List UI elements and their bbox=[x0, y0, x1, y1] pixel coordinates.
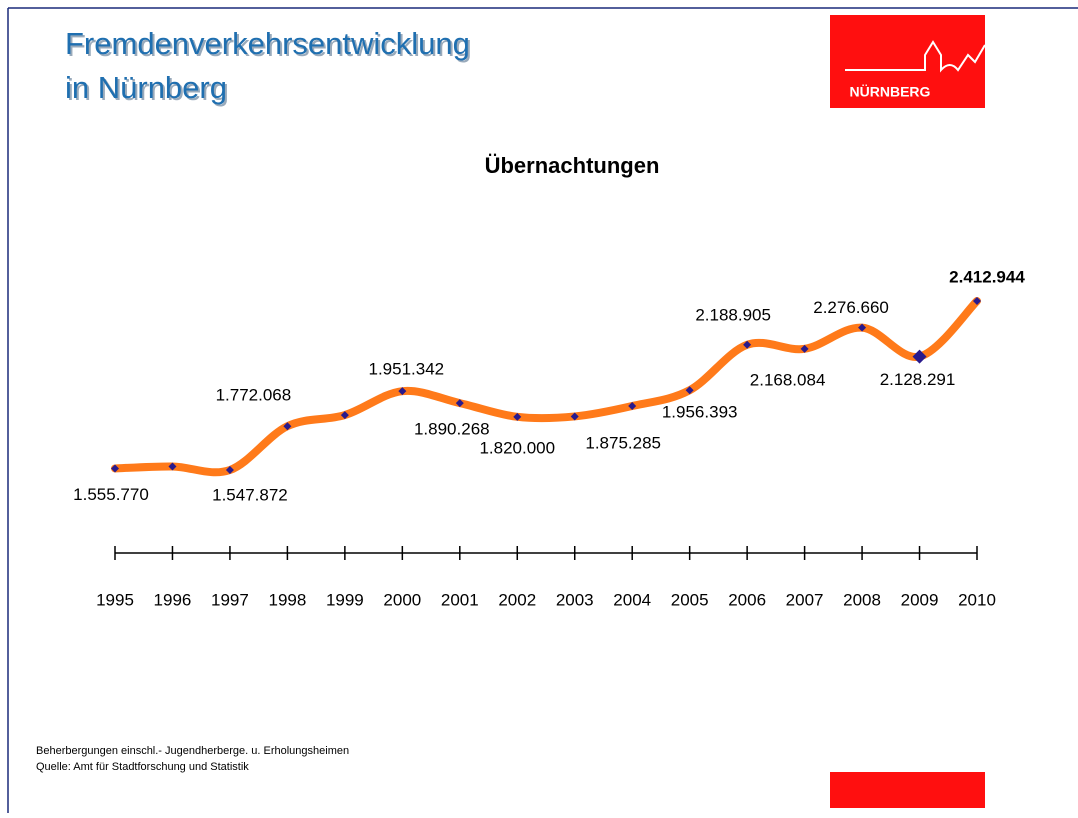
marker bbox=[570, 412, 579, 421]
marker bbox=[398, 387, 407, 396]
x-tick-label: 2008 bbox=[843, 590, 881, 609]
marker bbox=[455, 399, 464, 408]
x-tick-label: 1995 bbox=[96, 590, 134, 609]
marker bbox=[283, 422, 292, 431]
marker bbox=[225, 466, 234, 474]
logo-skyline bbox=[845, 40, 986, 73]
data-label: 2.168.084 bbox=[750, 370, 826, 389]
data-label: 2.128.291 bbox=[880, 370, 956, 389]
marker bbox=[628, 402, 637, 411]
data-label: 1.555.770 bbox=[73, 485, 149, 504]
logo-box bbox=[830, 15, 985, 108]
x-tick-label: 2007 bbox=[786, 590, 824, 609]
marker bbox=[168, 462, 177, 471]
data-label: 1.820.000 bbox=[479, 438, 555, 457]
data-label: 1.956.393 bbox=[662, 403, 738, 422]
marker bbox=[340, 411, 349, 420]
data-label: 2.412.944 bbox=[949, 267, 1025, 286]
marker bbox=[685, 386, 694, 395]
data-label: 1.875.285 bbox=[585, 434, 661, 453]
slide-title: in Nürnberg bbox=[65, 70, 227, 105]
x-tick-label: 1998 bbox=[268, 590, 306, 609]
x-tick-label: 1997 bbox=[211, 590, 249, 609]
data-label: 1.890.268 bbox=[414, 420, 490, 439]
data-label: 1.772.068 bbox=[216, 386, 292, 405]
x-tick-label: 1999 bbox=[326, 590, 364, 609]
footnote: Quelle: Amt für Stadtforschung und Stati… bbox=[36, 761, 249, 773]
title-shadow: Fremdenverkehrsentwicklung in Nürnberg bbox=[67, 28, 472, 107]
marker bbox=[800, 344, 809, 353]
marker bbox=[743, 340, 752, 349]
data-label: 1.547.872 bbox=[212, 485, 288, 504]
x-tick-label: 2010 bbox=[958, 590, 996, 609]
footer-box bbox=[830, 772, 985, 808]
x-tick-label: 2002 bbox=[498, 590, 536, 609]
data-label: 1.951.342 bbox=[369, 360, 445, 379]
x-tick-label: 2009 bbox=[901, 590, 939, 609]
chart-title: Übernachtungen bbox=[485, 153, 660, 178]
line bbox=[111, 297, 981, 477]
title-shadow-line: Fremdenverkehrsentwicklung bbox=[67, 28, 472, 63]
x-tick-label: 2005 bbox=[671, 590, 709, 609]
x-tick-label: 2001 bbox=[441, 590, 479, 609]
marker bbox=[513, 412, 522, 421]
marker bbox=[973, 297, 981, 305]
marker bbox=[111, 464, 119, 473]
x-tick-label: 2004 bbox=[613, 590, 651, 609]
logo-text: NÜRNBERG bbox=[850, 84, 931, 100]
footnote: Beherbergungen einschl.- Jugendherberge.… bbox=[36, 745, 349, 757]
data-label: 2.188.905 bbox=[695, 305, 771, 324]
marker bbox=[912, 349, 927, 364]
marker bbox=[858, 323, 867, 332]
title-shadow-line: in Nürnberg bbox=[67, 72, 229, 107]
x-tick-label: 2006 bbox=[728, 590, 766, 609]
x-tick-label: 1996 bbox=[154, 590, 192, 609]
x-tick-label: 2000 bbox=[383, 590, 421, 609]
slide-title: Fremdenverkehrsentwicklung bbox=[65, 26, 470, 61]
data-label: 2.276.660 bbox=[813, 298, 889, 317]
x-tick-label: 2003 bbox=[556, 590, 594, 609]
